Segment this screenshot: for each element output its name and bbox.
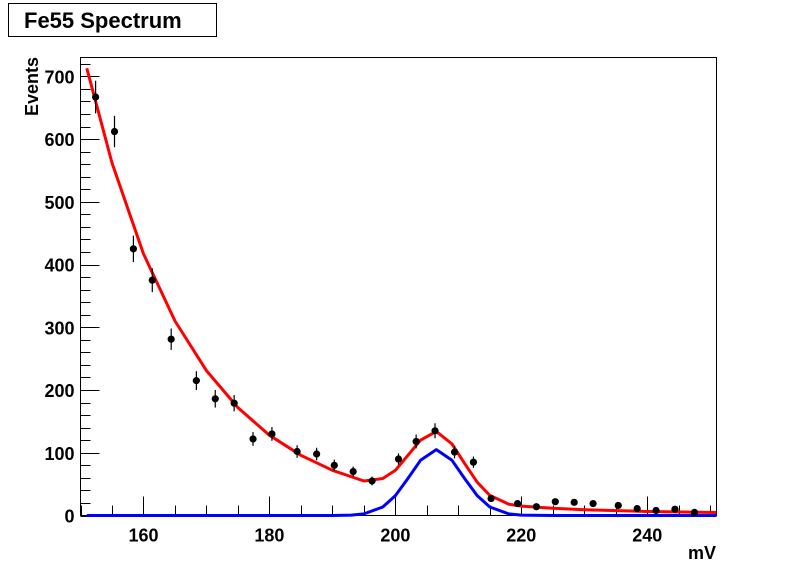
marker	[551, 498, 559, 506]
marker	[349, 467, 357, 476]
data-point	[230, 395, 238, 412]
y-tick-label: 200	[44, 381, 74, 401]
data-point	[551, 498, 559, 506]
data-point	[513, 499, 522, 508]
x-tick-label: 200	[380, 526, 410, 546]
x-tick-label: 240	[632, 526, 662, 546]
marker	[192, 377, 200, 385]
marker	[129, 245, 137, 253]
marker	[92, 93, 100, 101]
data-point	[633, 504, 641, 513]
marker	[268, 430, 276, 438]
marker	[487, 494, 495, 503]
marker	[513, 499, 522, 508]
title-box	[8, 3, 217, 37]
data-point	[532, 503, 541, 511]
y-tick-label: 100	[44, 444, 74, 464]
marker	[148, 276, 156, 284]
fit-curves	[85, 67, 717, 517]
data-point	[330, 459, 338, 471]
marker	[431, 427, 439, 435]
y-tick-label: 300	[44, 318, 74, 338]
data-point	[313, 447, 321, 461]
data-point	[652, 506, 660, 515]
y-tick-label: 500	[44, 193, 74, 213]
marker	[532, 503, 541, 511]
marker	[633, 504, 641, 513]
data-point	[293, 445, 301, 458]
x-tick-label: 180	[254, 526, 284, 546]
data-point	[92, 80, 100, 114]
y-tick-labels: 0 100 200 300 400 500 600 700	[44, 67, 74, 526]
marker	[313, 450, 321, 458]
x-tick-label: 220	[506, 526, 536, 546]
x-tick-label: 160	[128, 526, 158, 546]
data-point	[368, 476, 376, 486]
plot-frame	[80, 57, 717, 516]
data-point	[394, 453, 403, 465]
y-axis-label: Events	[22, 57, 42, 116]
marker	[570, 498, 578, 506]
marker	[690, 508, 699, 516]
marker	[614, 501, 622, 510]
marker	[211, 395, 219, 403]
marker	[293, 447, 301, 456]
data-point	[690, 508, 699, 516]
data-point	[349, 466, 357, 477]
data-point	[129, 235, 137, 263]
data-point	[487, 494, 495, 503]
chart-title: Fe55 Spectrum	[24, 8, 182, 33]
marker	[589, 499, 597, 508]
marker	[167, 335, 175, 343]
marker	[368, 477, 376, 485]
axis-ticks	[80, 64, 711, 517]
x-axis-label: mV	[688, 543, 716, 563]
marker	[412, 437, 420, 446]
marker	[249, 435, 257, 443]
data-point	[167, 328, 175, 350]
total-fit-curve	[85, 67, 717, 514]
data-point	[614, 501, 622, 510]
marker	[330, 461, 338, 469]
data-point	[412, 434, 420, 449]
x-tick-labels: 160 180 200 220 240	[128, 526, 662, 546]
data-point	[211, 390, 219, 408]
data-point	[450, 445, 459, 459]
data-point	[671, 505, 679, 513]
y-tick-label: 700	[44, 67, 74, 87]
data-point	[192, 371, 200, 391]
marker	[110, 127, 119, 136]
marker	[469, 458, 478, 466]
y-tick-label: 600	[44, 130, 74, 150]
marker	[652, 506, 660, 515]
data-point	[268, 427, 276, 441]
y-tick-label: 400	[44, 256, 74, 276]
y-tick-label: 0	[64, 507, 74, 527]
data-points	[92, 80, 699, 516]
data-point	[469, 456, 478, 468]
data-point	[110, 115, 119, 148]
peak-fit-curve	[86, 448, 717, 517]
marker	[450, 448, 459, 456]
data-point	[431, 423, 439, 439]
marker	[394, 455, 403, 463]
marker	[230, 399, 238, 407]
data-point	[249, 432, 257, 446]
data-point	[589, 499, 597, 508]
data-point	[570, 498, 578, 506]
marker	[671, 505, 679, 513]
data-point	[148, 268, 156, 293]
